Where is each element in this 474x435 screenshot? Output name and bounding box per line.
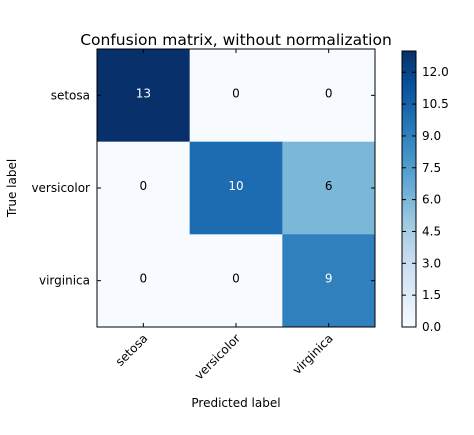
heatmap-cell-setosa-virginica <box>282 49 376 143</box>
cell-value-label: 9 <box>325 272 333 286</box>
x-tick-label-virginica: virginica <box>290 331 336 377</box>
x-tick-label-setosa: setosa <box>113 331 151 369</box>
heatmap-cell-setosa-setosa <box>97 49 191 143</box>
colorbar <box>401 50 417 328</box>
heatmap-cell-versicolor-virginica <box>282 141 376 235</box>
cell-value-label: 10 <box>228 179 243 193</box>
y-tick-label-virginica: virginica <box>39 274 90 288</box>
heatmap-cell-versicolor-versicolor <box>189 141 283 235</box>
heatmap-cell-versicolor-setosa <box>97 141 191 235</box>
cell-value-label: 0 <box>232 272 240 286</box>
heatmap-cells <box>97 49 376 328</box>
y-tick-label-setosa: setosa <box>51 88 90 102</box>
heatmap-cell-virginica-versicolor <box>189 234 283 328</box>
colorbar-tick-label: 6.0 <box>422 193 441 207</box>
colorbar-tick-label: 0.0 <box>422 320 441 334</box>
colorbar-tick-label: 1.5 <box>422 288 441 302</box>
x-tick-label-versicolor: versicolor <box>192 331 243 382</box>
y-axis-ticks: setosa versicolor virginica <box>31 88 375 288</box>
heatmap-cell-setosa-versicolor <box>189 49 283 143</box>
colorbar-tick-label: 10.5 <box>422 97 449 111</box>
y-tick-label-versicolor: versicolor <box>31 181 90 195</box>
heatmap-cell-virginica-virginica <box>282 234 376 328</box>
colorbar-tick-label: 3.0 <box>422 256 441 270</box>
cell-value-label: 0 <box>325 86 333 100</box>
cell-value-label: 0 <box>140 179 148 193</box>
y-axis-label: True label <box>5 159 19 218</box>
cell-value-label: 0 <box>232 86 240 100</box>
cell-value-label: 6 <box>325 179 333 193</box>
chart-title: Confusion matrix, without normalization <box>80 31 392 49</box>
colorbar-ticks: 0.0 1.5 3.0 4.5 6.0 7.5 9.0 10.5 12.0 <box>402 65 449 334</box>
colorbar-tick-label: 12.0 <box>422 65 449 79</box>
heatmap-cell-virginica-setosa <box>97 234 191 328</box>
cell-value-label: 13 <box>136 86 151 100</box>
x-axis-label: Predicted label <box>191 396 280 410</box>
cell-value-labels: 13 0 0 0 10 6 0 0 9 <box>136 86 333 285</box>
cell-value-label: 0 <box>140 272 148 286</box>
colorbar-tick-label: 4.5 <box>422 224 441 238</box>
colorbar-tick-label: 9.0 <box>422 129 441 143</box>
colorbar-tick-label: 7.5 <box>422 161 441 175</box>
